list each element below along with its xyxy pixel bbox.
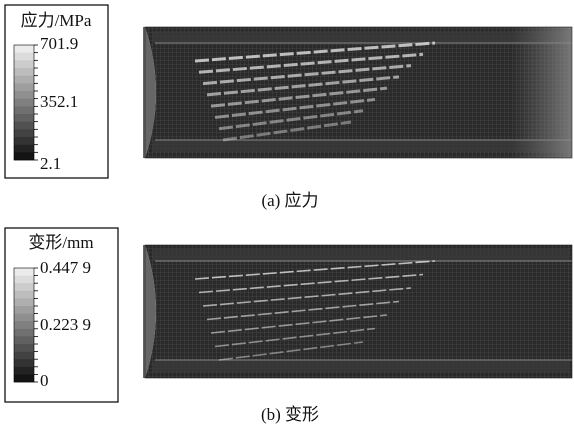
tube-wall bbox=[153, 31, 570, 43]
colorbar-segment bbox=[14, 45, 34, 53]
colorbar-segment bbox=[14, 129, 34, 138]
colorbar-segment bbox=[14, 336, 34, 345]
tick-label: 701.9 bbox=[40, 34, 78, 53]
colorbar-segment bbox=[14, 121, 34, 130]
colorbar-segment bbox=[14, 313, 34, 322]
tick-label: 0.447 9 bbox=[40, 258, 91, 277]
stress-stripe bbox=[194, 260, 436, 280]
caption: (b) 变形 bbox=[261, 405, 319, 424]
colorbar-segment bbox=[14, 68, 34, 76]
colorbar-segment bbox=[14, 91, 34, 99]
colorbar-segment bbox=[14, 137, 34, 145]
tick-label: 0 bbox=[40, 371, 49, 390]
stress-stripe bbox=[194, 41, 436, 63]
colorbar-frame bbox=[13, 267, 35, 383]
tube-end bbox=[143, 245, 156, 378]
stress-stripe bbox=[214, 97, 376, 119]
colorbar-segment bbox=[14, 366, 34, 375]
colorbar-segment bbox=[14, 283, 34, 292]
colorbar-segment bbox=[14, 306, 34, 314]
colorbar-segment bbox=[14, 268, 34, 276]
stress-stripe bbox=[210, 86, 388, 108]
colorbar-segment bbox=[14, 328, 34, 337]
colorbar-segment bbox=[14, 98, 34, 107]
caption: (a) 应力 bbox=[261, 191, 318, 210]
colorbar-segment bbox=[14, 83, 34, 92]
tube-right-region bbox=[512, 27, 572, 158]
colorbar-segment bbox=[14, 275, 34, 284]
tube-frame bbox=[144, 244, 573, 379]
stress-stripe bbox=[222, 120, 352, 142]
tube-wall bbox=[153, 249, 570, 261]
colorbar bbox=[13, 44, 38, 161]
colorbar-segment bbox=[14, 144, 34, 153]
colorbar-segment bbox=[14, 374, 34, 383]
colorbar bbox=[13, 267, 38, 383]
colorbar-segment bbox=[14, 359, 34, 368]
colorbar-segment bbox=[14, 152, 34, 161]
tick-label: 0.223 9 bbox=[40, 315, 91, 334]
stress-stripe bbox=[206, 300, 400, 321]
colorbar-segment bbox=[14, 290, 34, 299]
stress-stripe bbox=[198, 273, 424, 294]
colorbar-segment bbox=[14, 52, 34, 61]
tube-end bbox=[143, 27, 156, 158]
colorbar-segment bbox=[14, 344, 34, 352]
stress-stripe bbox=[210, 314, 388, 334]
stress-contour-image bbox=[143, 26, 573, 159]
colorbar-frame bbox=[13, 44, 35, 161]
colorbar-segment bbox=[14, 75, 34, 84]
tube-wall bbox=[153, 140, 570, 152]
tube-wall bbox=[153, 360, 570, 372]
stress-stripe bbox=[214, 327, 376, 348]
stress-stripe bbox=[218, 341, 364, 361]
stress-stripe bbox=[218, 109, 364, 131]
stress-stripe bbox=[198, 52, 424, 74]
tube-body bbox=[145, 245, 572, 378]
stress-stripe bbox=[206, 75, 400, 97]
colorbar-segment bbox=[14, 351, 34, 360]
stress-stripe bbox=[202, 287, 412, 307]
legend-title: 变形/mm bbox=[28, 233, 93, 252]
tick-label: 352.1 bbox=[40, 92, 78, 111]
legend-title: 应力/MPa bbox=[21, 11, 92, 30]
stress-stripe bbox=[202, 64, 412, 86]
colorbar-segment bbox=[14, 106, 34, 115]
colorbar-segment bbox=[14, 60, 34, 69]
colorbar-segment bbox=[14, 321, 34, 330]
tube-frame bbox=[144, 26, 573, 159]
colorbar-segment bbox=[14, 298, 34, 307]
deformation-contour-image bbox=[143, 244, 573, 379]
tick-label: 2.1 bbox=[40, 154, 61, 173]
colorbar-segment bbox=[14, 114, 34, 122]
